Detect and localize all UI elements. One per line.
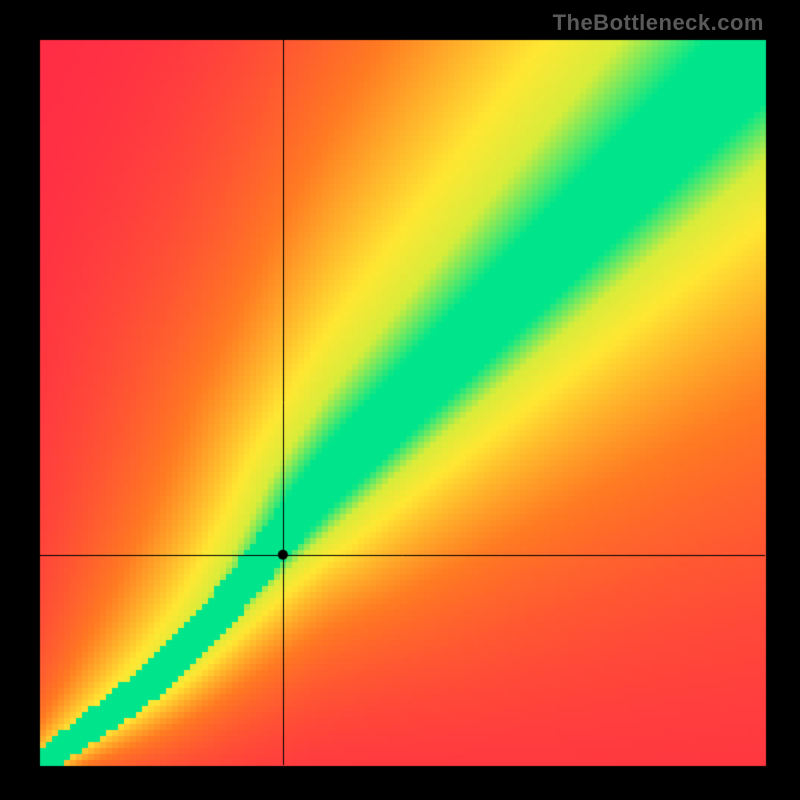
- bottleneck-heatmap: [0, 0, 800, 800]
- chart-container: TheBottleneck.com: [0, 0, 800, 800]
- watermark-text: TheBottleneck.com: [553, 10, 764, 36]
